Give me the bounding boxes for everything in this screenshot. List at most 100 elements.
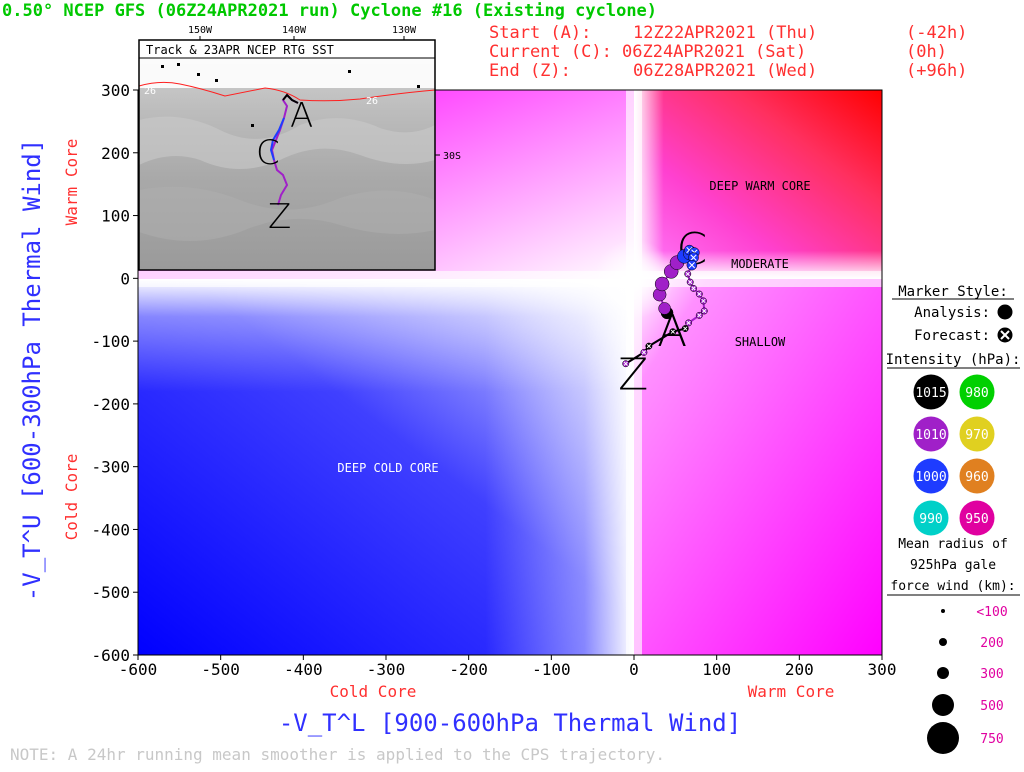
x-tick-label: -300 xyxy=(367,660,406,679)
forecast-point xyxy=(695,290,703,298)
radius-swatch xyxy=(939,638,947,646)
x-axis-cold-label: Cold Core xyxy=(330,682,417,701)
y-tick-label: 100 xyxy=(101,207,130,226)
forecast-point-cross xyxy=(686,320,691,326)
intensity-swatch xyxy=(913,500,949,536)
y-tick-label: 200 xyxy=(101,144,130,163)
legend-radius-title-1: Mean radius of xyxy=(898,537,1008,552)
intensity-swatch-label: 960 xyxy=(965,470,988,485)
isotherm-label-left: 26 xyxy=(144,86,156,97)
end-label: End (Z): xyxy=(489,61,571,81)
forecast-point-cross xyxy=(686,246,693,254)
forecast-point-cross xyxy=(697,313,702,318)
isotherm-label-right: 26 xyxy=(366,96,378,107)
inset-title: Track & 23APR NCEP RTG SST xyxy=(146,43,334,57)
intensity-swatch-label: 1000 xyxy=(915,470,946,485)
intensity-swatch-label: 1010 xyxy=(915,428,946,443)
forecast-point-cross xyxy=(702,308,707,314)
forecast-point-cross xyxy=(690,254,697,261)
forecast-point xyxy=(640,348,648,356)
y-tick-label: -500 xyxy=(91,583,130,602)
start-offset: (-42h) xyxy=(906,23,967,43)
intensity-swatch-label: 970 xyxy=(965,428,988,443)
x-tick-label: 200 xyxy=(785,660,814,679)
forecast-point-cross xyxy=(641,350,647,355)
inset-track-map: A C Z 26 26 Track & 23APR NCEP RTG SST 1… xyxy=(138,25,461,271)
forecast-point xyxy=(686,278,694,286)
current-label: Current (C): xyxy=(489,42,612,62)
inset-letter-c: C xyxy=(256,133,280,173)
y-tick-label: -200 xyxy=(91,395,130,414)
radius-swatch xyxy=(937,667,949,679)
forecast-point xyxy=(699,297,707,305)
radius-swatch-label: 200 xyxy=(980,636,1003,651)
plot-background xyxy=(138,90,882,655)
forecast-point xyxy=(690,284,697,292)
label-moderate: MODERATE xyxy=(731,257,789,271)
x-tick-label: 100 xyxy=(702,660,731,679)
y-tick-label: 300 xyxy=(101,81,130,100)
chart-title: 0.50° NCEP GFS (06Z24APR2021 run) Cyclon… xyxy=(2,1,657,21)
radius-swatch-label: 300 xyxy=(980,667,1003,682)
analysis-marker-icon xyxy=(997,304,1013,320)
forecast-point xyxy=(700,307,708,315)
forecast-point-cross xyxy=(623,361,628,366)
y-axis-ticks: 300 200 100 0 -100 -200 -300 -400 -500 -600 xyxy=(91,81,138,665)
forecast-point-cross xyxy=(697,291,702,297)
radius-swatch xyxy=(941,609,945,613)
x-tick-label: 300 xyxy=(868,660,897,679)
x-tick-label: -400 xyxy=(284,660,323,679)
legend-marker-style-title: Marker Style: xyxy=(898,284,1008,300)
analysis-point xyxy=(654,276,670,292)
inset-lon-label-130w: 130W xyxy=(392,25,417,36)
intensity-swatch xyxy=(913,458,949,494)
legend-radius-title-3: force wind (km): xyxy=(890,579,1015,594)
forecast-point xyxy=(684,270,692,278)
inset-lat-label-30s: 30S xyxy=(443,151,461,162)
current-value: 06Z24APR2021 (Sat) xyxy=(622,42,806,62)
radius-legend: <100 200 300 500 750 xyxy=(927,605,1008,754)
intensity-swatch xyxy=(913,374,949,410)
intensity-swatch xyxy=(959,458,995,494)
y-tick-label: -300 xyxy=(91,458,130,477)
start-label: Start (A): xyxy=(489,23,591,43)
y-tick-label: -400 xyxy=(91,520,130,539)
end-value: 06Z28APR2021 (Wed) xyxy=(633,61,817,81)
track-letter-z: Z xyxy=(618,350,648,401)
forecast-point-cross xyxy=(688,279,693,285)
header-info: Start (A): 12Z22APR2021 (Thu) (-42h) Cur… xyxy=(489,23,967,81)
plot-frame xyxy=(137,89,883,656)
end-offset: (+96h) xyxy=(906,61,967,81)
y-tick-label: -600 xyxy=(91,646,130,665)
inset-letter-z: Z xyxy=(268,197,291,237)
radius-swatch-label: 750 xyxy=(980,732,1003,747)
intensity-swatch-label: 980 xyxy=(965,386,988,401)
isotherm-26 xyxy=(138,81,436,102)
radius-swatch-label: 500 xyxy=(980,699,1003,714)
label-deep-warm-core: DEEP WARM CORE xyxy=(709,179,810,193)
intensity-swatch xyxy=(959,500,995,536)
forecast-point-cross xyxy=(685,271,690,277)
x-tick-label: -200 xyxy=(449,660,488,679)
legend-forecast-label: Forecast: xyxy=(914,328,990,344)
forecast-point xyxy=(622,360,630,368)
label-deep-cold-core: DEEP COLD CORE xyxy=(337,461,438,475)
radius-swatch xyxy=(927,722,959,754)
legend: Marker Style: Analysis: Forecast: Intens… xyxy=(886,284,1021,754)
y-axis-warm-label: Warm Core xyxy=(62,139,81,226)
label-shallow: SHALLOW xyxy=(735,335,786,349)
analysis-point xyxy=(658,302,671,315)
inset-lon-label-140w: 140W xyxy=(282,25,307,36)
x-tick-label: 0 xyxy=(629,660,639,679)
x-axis-warm-label: Warm Core xyxy=(748,682,835,701)
forecast-point xyxy=(685,319,693,327)
intensity-swatch-label: 950 xyxy=(965,512,988,527)
forecast-point-cross xyxy=(701,298,706,304)
legend-intensity-title: Intensity (hPa): xyxy=(886,352,1021,368)
intensity-swatch xyxy=(959,374,995,410)
y-tick-label: 0 xyxy=(120,269,130,288)
forecast-point-cross xyxy=(688,262,695,269)
y-axis-cold-label: Cold Core xyxy=(62,454,81,541)
legend-analysis-label: Analysis: xyxy=(914,305,990,321)
